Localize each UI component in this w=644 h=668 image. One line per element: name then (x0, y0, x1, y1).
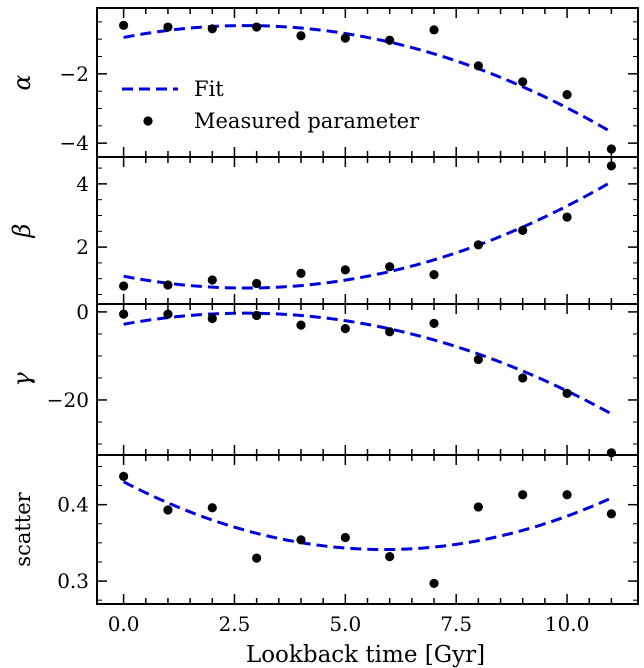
data-point (296, 31, 306, 41)
fit-curve (123, 24, 613, 134)
data-point (518, 77, 528, 87)
x-tick-label: 2.5 (219, 612, 251, 636)
y-axis-label: scatter (11, 491, 35, 566)
data-point (473, 502, 483, 512)
data-point (429, 318, 439, 328)
y-axis-label: α (8, 74, 36, 90)
data-point (252, 310, 262, 321)
data-point (518, 225, 528, 235)
x-tick-label: 10.0 (545, 612, 590, 636)
panel-1 (96, 7, 639, 158)
data-point (252, 278, 262, 289)
data-point (562, 90, 572, 100)
data-point (385, 327, 395, 337)
panel-4 (96, 454, 639, 605)
data-point (207, 313, 217, 324)
data-point (119, 20, 129, 30)
data-point (252, 553, 262, 563)
x-tick-label: 5.0 (329, 612, 361, 636)
data-point (252, 22, 262, 32)
data-point (473, 354, 483, 365)
data-point (562, 490, 572, 500)
y-tick-label: −2 (60, 62, 89, 86)
data-point (296, 320, 306, 330)
fit-curve (123, 180, 613, 290)
data-point (207, 24, 217, 34)
x-tick-label: 0.0 (108, 612, 140, 636)
data-point (163, 280, 173, 290)
data-point (340, 324, 350, 334)
data-point (518, 490, 528, 500)
legend (122, 87, 178, 126)
y-tick-label: −20 (47, 388, 89, 412)
panel-frame (96, 156, 639, 305)
data-point (606, 144, 616, 154)
panel-frame (96, 454, 639, 605)
data-point (340, 265, 350, 275)
data-point (340, 33, 350, 43)
y-tick-label: 0 (76, 300, 89, 324)
data-point (163, 309, 173, 319)
legend-fit-label: Fit (194, 77, 224, 101)
data-point (163, 505, 173, 515)
data-point (429, 578, 439, 588)
y-tick-label: 2 (76, 235, 89, 259)
data-point (207, 275, 217, 285)
data-point (429, 25, 439, 35)
data-point (562, 388, 572, 398)
data-point (119, 309, 129, 319)
data-point (385, 35, 395, 45)
legend-marker-swatch (143, 116, 153, 126)
fit-curve (122, 480, 613, 552)
legend-marker-label: Measured parameter (194, 109, 420, 133)
y-tick-label: 0.4 (57, 493, 89, 517)
data-point (340, 532, 350, 543)
data-point (385, 262, 395, 272)
panel-frame (96, 303, 639, 456)
data-point (385, 552, 395, 562)
data-point (473, 240, 483, 250)
panel-3 (96, 303, 639, 458)
data-point (429, 270, 439, 280)
y-tick-label: −4 (60, 131, 89, 155)
data-point (606, 509, 616, 519)
panel-2 (96, 156, 639, 305)
y-axis-label: γ (8, 372, 36, 387)
data-point (562, 212, 572, 222)
data-point (163, 22, 173, 32)
y-tick-label: 0.3 (57, 569, 89, 593)
data-point (473, 61, 483, 71)
y-axis-label: β (8, 224, 36, 239)
data-point (119, 281, 129, 291)
x-axis-label: Lookback time [Gyr] (246, 642, 485, 668)
data-point (606, 161, 616, 171)
fit-curve (123, 311, 613, 416)
x-tick-label: 7.5 (440, 612, 472, 636)
data-point (119, 471, 129, 481)
y-tick-label: 4 (76, 172, 89, 196)
data-point (207, 503, 217, 513)
data-point (518, 373, 528, 383)
data-point (296, 268, 306, 278)
data-point (296, 535, 306, 545)
